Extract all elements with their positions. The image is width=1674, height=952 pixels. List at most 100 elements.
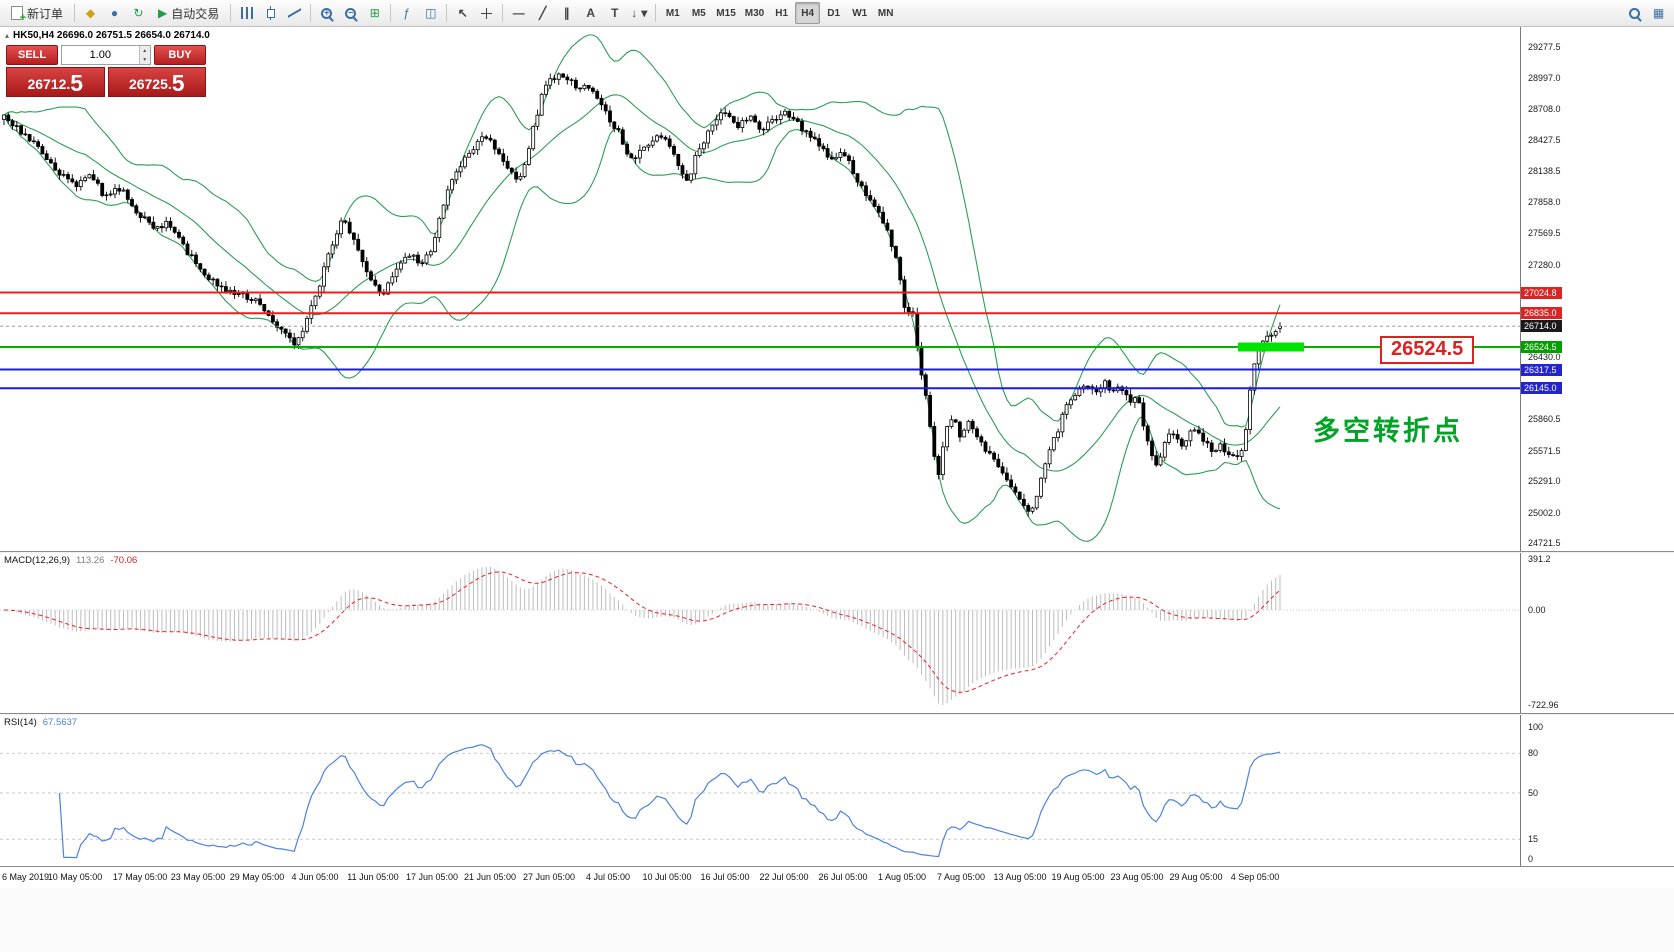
price-axis-badge: 26714.0 (1521, 320, 1562, 333)
label-tool-icon: T (611, 6, 619, 20)
toolbar-separator (230, 4, 232, 22)
time-axis-label: 19 Aug 05:00 (1051, 872, 1105, 882)
price-axis-label: 29277.5 (1528, 42, 1561, 53)
price-axis-label: 28138.5 (1528, 166, 1561, 177)
volume-up-button[interactable]: ▲ (139, 46, 150, 55)
sell-price[interactable]: 26712. 5 (6, 67, 105, 97)
bar-chart-button[interactable] (235, 2, 258, 24)
timeframe-m1[interactable]: M1 (660, 2, 685, 24)
price-axis-label: 28708.0 (1528, 104, 1561, 115)
timeframe-mn[interactable]: MN (873, 2, 898, 24)
trendline-button[interactable]: ╱ (531, 2, 554, 24)
price-chart-canvas[interactable] (0, 27, 1520, 551)
profiles-button[interactable]: ◆ (79, 2, 102, 24)
trendline-icon: ╱ (539, 6, 547, 20)
data-window-button[interactable]: ◫ (419, 2, 442, 24)
chevron-down-icon: ▾ (641, 6, 648, 20)
volume-input[interactable] (62, 46, 139, 64)
toolbar-separator (502, 4, 504, 22)
timeframe-d1[interactable]: D1 (821, 2, 846, 24)
price-axis-label: 25571.5 (1528, 445, 1561, 456)
tile-windows-icon: ⊞ (369, 6, 380, 20)
price-axis-label: 80 (1528, 748, 1539, 759)
price-axis-badge: 26145.0 (1521, 382, 1562, 395)
search-button[interactable] (1623, 2, 1646, 24)
timeframe-h4[interactable]: H4 (795, 2, 821, 24)
candlestick-icon (265, 6, 277, 20)
crosshair-button[interactable] (475, 2, 498, 24)
new-order-icon: + (11, 6, 26, 24)
toolbar-separator (446, 4, 448, 22)
zoom-out-button[interactable]: − (339, 2, 362, 24)
price-axis-label: 0 (1528, 854, 1534, 864)
timeframe-m5[interactable]: M5 (686, 2, 711, 24)
market-watch-icon: ● (110, 6, 119, 20)
window-layout-button[interactable]: ▦ (1647, 2, 1670, 24)
new-order-label: 新订单 (27, 6, 64, 21)
time-axis-label: 4 Sep 05:00 (1230, 872, 1280, 882)
macd-name: MACD(12,26,9) (4, 555, 70, 566)
time-axis-label: 17 Jun 05:00 (405, 872, 459, 882)
buy-button[interactable]: BUY (154, 45, 206, 65)
cursor-button[interactable]: ↖ (451, 2, 474, 24)
volume-down-button[interactable]: ▼ (139, 55, 150, 64)
time-axis-label: 23 May 05:00 (170, 872, 226, 882)
price-axis-label: 391.2 (1528, 553, 1551, 564)
price-axis-label: 27280.0 (1528, 259, 1561, 270)
autotrade-label: 自动交易 (171, 6, 220, 21)
horizontal-line-button[interactable]: — (507, 2, 530, 24)
time-axis-label: 17 May 05:00 (112, 872, 168, 882)
price-axis-badge: 26317.5 (1521, 363, 1562, 376)
price-axis-label: 25002.0 (1528, 507, 1561, 518)
time-axis-label: 29 May 05:00 (229, 872, 285, 882)
time-axis-label: 26 Jul 05:00 (818, 872, 868, 882)
timeframe-m30[interactable]: M30 (741, 2, 768, 24)
price-axis[interactable]: 29277.5 28997.0 28708.0 28427.5 28138.5 27858… (1520, 27, 1674, 952)
new-order-button[interactable]: + 新订单 (4, 2, 70, 24)
time-axis[interactable]: 6 May 2019 10 May 05:00 17 May 05:00 23 May… (0, 866, 1674, 888)
rsi-panel-canvas[interactable] (0, 715, 1520, 865)
sell-button[interactable]: SELL (6, 45, 58, 65)
chart-title-row: ▴ HK50,H4 26696.0 26751.5 26654.0 26714.… (5, 30, 210, 41)
turning-point-text[interactable]: 多空转折点 (1313, 416, 1463, 446)
macd-label: MACD(12,26,9) 113.26 -70.06 (4, 555, 137, 566)
volume-control: ▲ ▼ (61, 45, 151, 65)
window-layout-icon: ▦ (1652, 6, 1665, 20)
indicators-button[interactable]: ƒ (395, 2, 418, 24)
price-axis-label: 28997.0 (1528, 72, 1561, 83)
line-chart-button[interactable] (283, 2, 306, 24)
buy-price[interactable]: 26725. 5 (107, 67, 206, 97)
refresh-button[interactable]: ↻ (127, 2, 150, 24)
timeframe-w1[interactable]: W1 (847, 2, 872, 24)
panel-separator[interactable] (0, 551, 1674, 553)
text-tool-button[interactable]: A (579, 2, 602, 24)
arrows-tool-button[interactable]: ↓ ▾ (627, 2, 651, 24)
timeframe-m15[interactable]: M15 (712, 2, 739, 24)
price-callout[interactable]: 26524.5 (1380, 336, 1475, 364)
zoom-in-button[interactable]: + (315, 2, 338, 24)
price-axis-label: 26430.0 (1528, 352, 1561, 363)
price-axis-label: 25860.5 (1528, 414, 1561, 425)
panel-separator[interactable] (0, 713, 1674, 715)
label-tool-button[interactable]: T (603, 2, 626, 24)
tile-windows-button[interactable]: ⊞ (363, 2, 386, 24)
rsi-value: 67.5637 (42, 717, 78, 728)
price-axis-badge: 27024.8 (1521, 286, 1562, 299)
toolbar: + 新订单 ◆ ● ↻ ▶ 自动交易 + − ⊞ ƒ ◫ ↖ — ╱ ∥ A T… (0, 0, 1674, 27)
time-axis-label: 22 Jul 05:00 (759, 872, 809, 882)
market-watch-button[interactable]: ● (103, 2, 126, 24)
macd-panel-canvas[interactable] (0, 553, 1520, 713)
collapse-panel-icon[interactable]: ▴ (5, 31, 10, 40)
candlestick-button[interactable] (259, 2, 282, 24)
timeframe-h1[interactable]: H1 (769, 2, 794, 24)
profiles-icon: ◆ (85, 6, 96, 20)
chart-title: HK50,H4 26696.0 26751.5 26654.0 26714.0 (13, 30, 210, 41)
time-axis-label: 21 Jun 05:00 (463, 872, 517, 882)
zoom-in-icon: + (321, 7, 333, 19)
zoom-out-icon: − (345, 7, 357, 19)
time-axis-label: 7 Aug 05:00 (936, 872, 986, 882)
autotrade-button[interactable]: ▶ 自动交易 (151, 2, 226, 24)
one-click-trading-panel: SELL ▲ ▼ BUY 26712.5 26725.5 (6, 45, 206, 97)
price-axis-badge: 26835.0 (1521, 307, 1562, 320)
channel-button[interactable]: ∥ (555, 2, 578, 24)
